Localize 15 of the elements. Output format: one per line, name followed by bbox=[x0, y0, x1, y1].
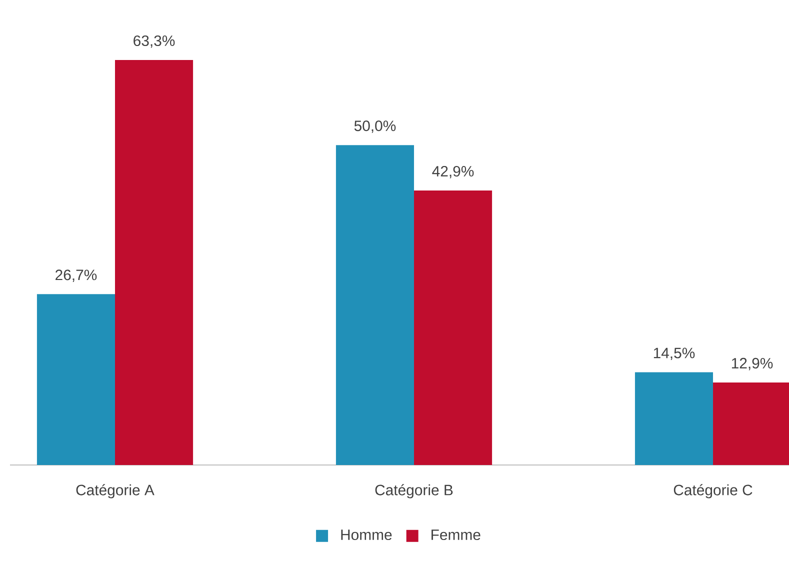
data-label: 42,9% bbox=[432, 166, 474, 178]
legend-label: Femme bbox=[432, 530, 480, 540]
bar bbox=[414, 190, 492, 465]
bar bbox=[36, 294, 115, 465]
x-tick-label: Catégorie B bbox=[375, 484, 453, 498]
x-tick-label: Catégorie A bbox=[76, 484, 154, 498]
bar bbox=[115, 60, 194, 465]
legend-label: Homme bbox=[341, 530, 392, 540]
data-label: 12,9% bbox=[732, 358, 773, 370]
data-label: 50,0% bbox=[354, 120, 396, 133]
x-tick-label: Catégorie C bbox=[674, 484, 752, 498]
data-label: 14,5% bbox=[654, 348, 695, 360]
data-label: 26,7% bbox=[56, 270, 97, 282]
bar bbox=[336, 145, 414, 465]
data-label: 63,3% bbox=[134, 35, 175, 48]
